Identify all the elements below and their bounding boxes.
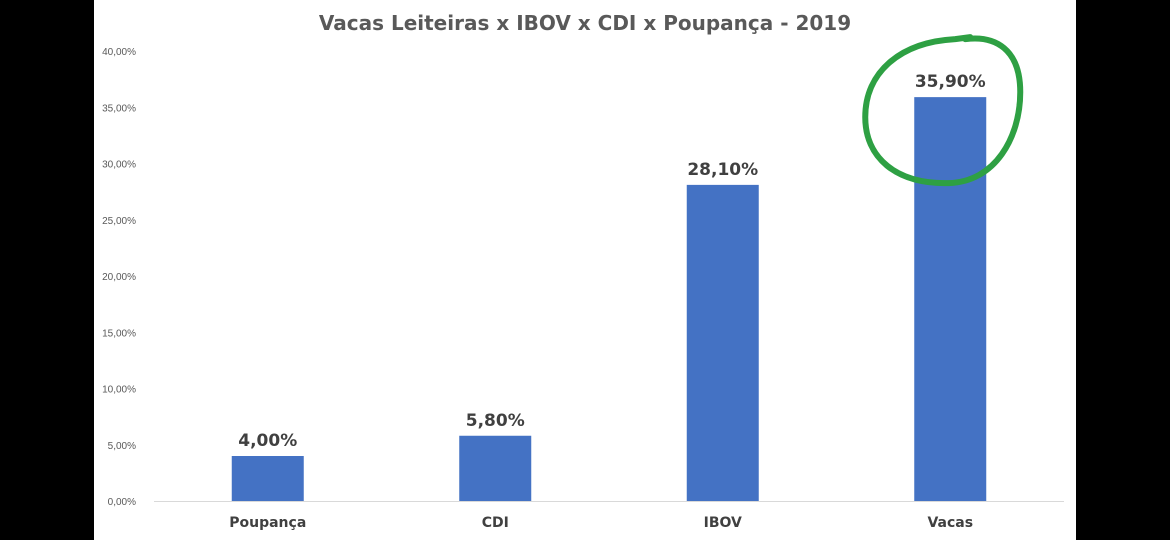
chart-title: Vacas Leiteiras x IBOV x CDI x Poupança … [319, 11, 851, 35]
highlight-circle [862, 34, 1024, 187]
bar [459, 435, 532, 501]
bar [914, 97, 987, 501]
y-tick-label: 0,00% [108, 497, 136, 508]
category-label: CDI [482, 515, 509, 531]
category-label: Vacas [927, 515, 973, 531]
bar-chart: Vacas Leiteiras x IBOV x CDI x Poupança … [102, 11, 1064, 531]
bar [231, 456, 304, 501]
data-label: 35,90% [915, 72, 986, 92]
y-tick-label: 20,00% [102, 272, 136, 283]
y-tick-label: 35,00% [102, 103, 136, 114]
bars-group [231, 97, 987, 501]
data-labels-group: 4,00% 5,80% 28,10% 35,90% [238, 72, 985, 451]
y-tick-label: 10,00% [102, 385, 136, 396]
data-label: 5,80% [466, 411, 525, 431]
category-label: Poupança [229, 515, 306, 531]
y-tick-label: 5,00% [108, 441, 136, 452]
y-tick-label: 15,00% [102, 328, 136, 339]
bar [686, 184, 759, 501]
data-label: 4,00% [238, 431, 297, 451]
y-tick-label: 30,00% [102, 160, 136, 171]
chart-panel: Vacas Leiteiras x IBOV x CDI x Poupança … [94, 0, 1076, 540]
y-tick-label: 25,00% [102, 216, 136, 227]
y-tick-label: 40,00% [102, 47, 136, 58]
y-axis: 0,00% 5,00% 10,00% 15,00% 20,00% 25,00% 30,00%… [102, 47, 136, 508]
category-labels-group: Poupança CDI IBOV Vacas [229, 515, 973, 531]
category-label: IBOV [704, 515, 742, 531]
data-label: 28,10% [687, 160, 758, 180]
